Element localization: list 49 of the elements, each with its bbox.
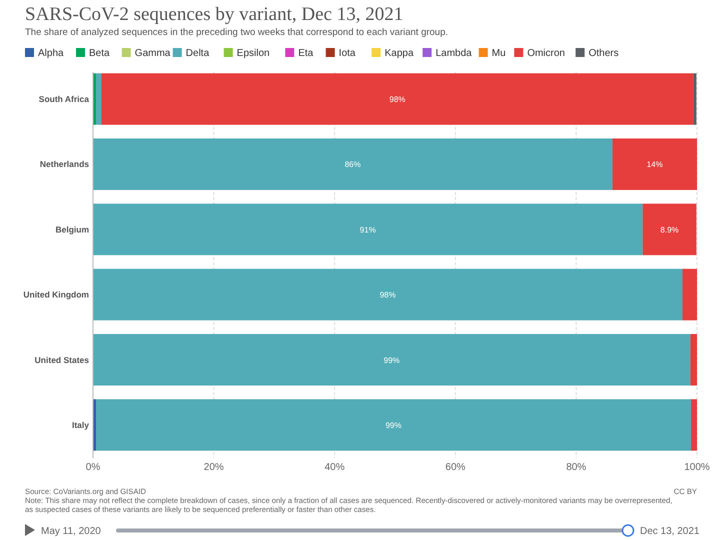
legend-label: Alpha (38, 48, 64, 59)
text: Dec 13, 2021 (640, 526, 700, 537)
bar (693, 73, 696, 125)
legend-label: Epsilon (236, 48, 270, 59)
data-label: 86% (344, 160, 361, 170)
y-tick-label: Belgium (55, 224, 90, 234)
bar (93, 334, 690, 386)
legend-label: Eta (298, 48, 314, 59)
legend-label: Mu (492, 48, 506, 59)
x-tick-label: 60% (445, 462, 466, 473)
bar (642, 204, 696, 256)
data-label: 91% (360, 225, 376, 234)
text: May 11, 2020 (41, 526, 102, 537)
bar (93, 204, 643, 256)
legend-label: Delta (186, 48, 210, 59)
legend-label: Gamma (134, 48, 171, 59)
data-label: 8.9% (660, 225, 679, 234)
x-tick-label: 20% (204, 462, 224, 473)
x-tick-label: 40% (324, 462, 345, 473)
bar (690, 399, 697, 451)
y-tick-label: Italy (72, 420, 90, 430)
bar (96, 73, 102, 125)
data-label: 98% (380, 290, 396, 300)
legend-label: Iota (338, 48, 356, 59)
bar (93, 268, 683, 320)
bar (682, 268, 697, 320)
legend-label: Lambda (436, 48, 472, 59)
data-label: 98% (389, 95, 406, 104)
bar (96, 399, 691, 451)
x-tick-label: 0% (86, 462, 100, 473)
y-tick-label: United States (34, 354, 90, 365)
bar (690, 334, 697, 386)
bar (612, 138, 697, 190)
legend-label: Others (588, 48, 619, 59)
y-tick-label: United Kingdom (23, 290, 90, 300)
data-label: 99% (385, 420, 402, 430)
chart-title: SARS-CoV-2 sequences by variant, Dec 13, 2021 (25, 4, 404, 25)
bar (101, 73, 694, 125)
y-tick-label: South Africa (38, 94, 90, 104)
data-label: 14% (646, 160, 663, 170)
data-label: 99% (384, 356, 400, 365)
legend-label: Omicron (527, 48, 565, 59)
y-tick-label: Netherlands (40, 159, 90, 170)
x-tick-label: 100% (684, 462, 710, 473)
legend-label: Kappa (384, 48, 414, 59)
legend-label: Beta (89, 48, 110, 59)
bar (93, 138, 612, 190)
x-tick-label: 80% (566, 462, 586, 473)
chart-subtitle: The share of analyzed sequences in the preceding two weeks that correspond to each variant group. (25, 27, 448, 38)
